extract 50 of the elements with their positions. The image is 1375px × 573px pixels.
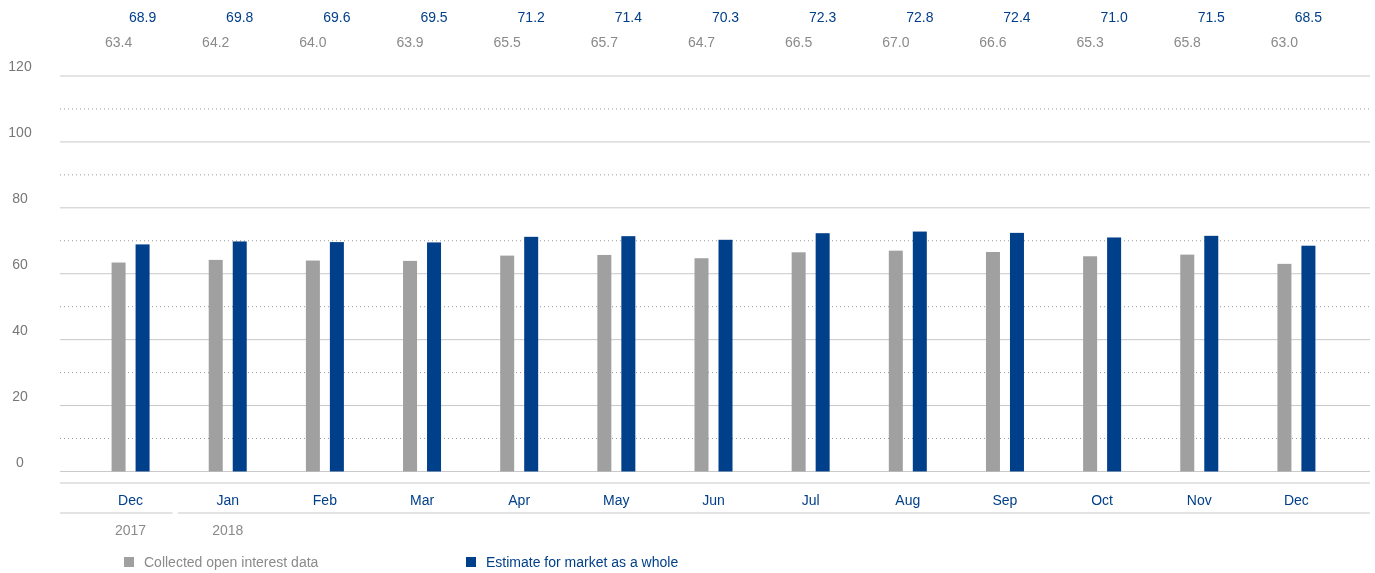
x-tick-label: Sep xyxy=(992,492,1018,508)
x-tick-label: Jun xyxy=(702,492,725,508)
x-tick-label: Aug xyxy=(895,492,921,508)
data-label: 72.8 xyxy=(906,9,934,25)
data-label: 63.0 xyxy=(1270,34,1299,50)
data-label: 64.7 xyxy=(687,34,716,50)
y-tick-label: 80 xyxy=(12,189,28,206)
data-label: 71.2 xyxy=(517,9,546,25)
data-label: 63.9 xyxy=(396,34,424,50)
data-label: 68.9 xyxy=(128,9,157,25)
data-label: 67.0 xyxy=(882,34,910,50)
x-tick-label: Feb xyxy=(312,492,338,508)
x-tick-label: Mar xyxy=(409,492,435,508)
data-label: 63.4 xyxy=(104,34,133,50)
y-tick-label: 20 xyxy=(12,387,28,404)
data-label: 65.8 xyxy=(1173,34,1202,50)
data-label: 66.6 xyxy=(979,34,1007,50)
x-tick-label: Dec xyxy=(118,492,144,508)
text: 2018 xyxy=(212,522,244,538)
legend-label: Collected open interest data xyxy=(144,554,319,570)
data-label: 69.8 xyxy=(226,9,254,25)
x-tick-label: Apr xyxy=(508,492,531,508)
x-tick-label: Jul xyxy=(801,492,820,508)
data-label: 71.5 xyxy=(1197,9,1226,25)
data-label: 65.5 xyxy=(493,34,522,50)
data-label: 72.4 xyxy=(1003,9,1031,25)
data-label: 72.3 xyxy=(809,9,837,25)
x-tick-label: Oct xyxy=(1091,492,1114,508)
y-tick-label: 120 xyxy=(8,58,32,75)
data-label: 65.3 xyxy=(1076,34,1104,50)
legend-label: Estimate for market as a whole xyxy=(486,554,679,570)
text: 2017 xyxy=(115,522,147,538)
x-tick-label: Jan xyxy=(216,492,240,508)
data-label: 71.4 xyxy=(614,9,643,25)
y-tick-label: 0 xyxy=(16,453,25,470)
y-tick-label: 40 xyxy=(12,321,28,338)
data-label: 64.2 xyxy=(202,34,230,50)
y-tick-label: 100 xyxy=(8,124,32,141)
x-tick-label: Dec xyxy=(1283,492,1309,508)
data-label: 64.0 xyxy=(299,34,327,50)
x-tick-label: Nov xyxy=(1186,492,1212,508)
data-label: 71.0 xyxy=(1100,9,1128,25)
y-tick-label: 60 xyxy=(12,255,28,272)
data-label: 68.5 xyxy=(1294,9,1323,25)
data-label: 65.7 xyxy=(590,34,619,50)
data-label: 69.5 xyxy=(420,9,448,25)
data-label: 66.5 xyxy=(785,34,813,50)
x-tick-label: May xyxy=(603,492,630,508)
data-label: 70.3 xyxy=(711,9,740,25)
data-label: 69.6 xyxy=(323,9,351,25)
